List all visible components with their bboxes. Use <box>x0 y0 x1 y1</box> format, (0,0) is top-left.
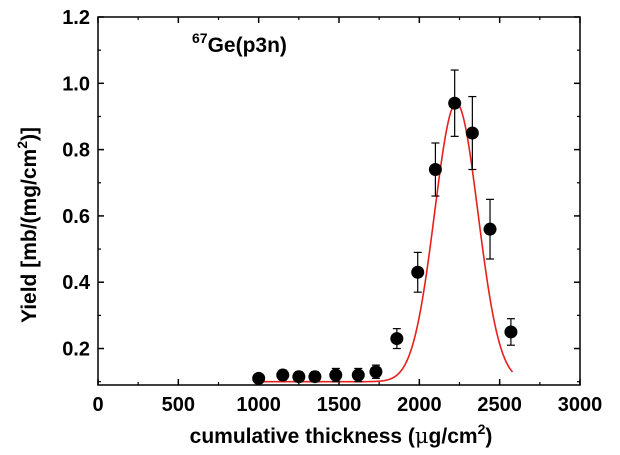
x-tick-label: 1500 <box>317 394 362 416</box>
data-point <box>504 318 518 346</box>
chart-title: 67Ge(p3n) <box>192 30 287 57</box>
fit-curve <box>258 102 514 383</box>
y-axis-label-exp: 2 <box>14 141 30 149</box>
data-point <box>428 142 442 197</box>
data-point <box>369 364 383 379</box>
data-point <box>252 371 266 385</box>
y-tick-label: 1.2 <box>62 7 90 29</box>
data-marker <box>465 126 479 140</box>
y-axis-label-prefix: Yield [mb/(mg/cm <box>18 149 41 323</box>
x-tick-label: 2500 <box>477 394 522 416</box>
data-marker <box>411 265 425 279</box>
data-marker <box>292 370 306 384</box>
y-tick-label: 0.8 <box>62 140 90 162</box>
x-tick-label: 0 <box>92 394 103 416</box>
x-ticks: 0 500 1000 1500 2000 2500 3000 <box>92 17 602 416</box>
x-axis-label-unit: g/cm <box>429 425 478 448</box>
y-tick-label: 0.4 <box>62 272 91 294</box>
data-marker <box>308 370 322 384</box>
data-point <box>483 198 497 260</box>
data-marker <box>276 368 290 382</box>
x-axis-label-prefix: cumulative thickness ( <box>190 425 415 448</box>
data-marker <box>252 371 266 385</box>
data-point <box>390 328 404 350</box>
y-tick-label: 1.0 <box>62 73 90 95</box>
x-tick-label: 500 <box>162 394 195 416</box>
title-text: Ge(p3n) <box>208 34 287 57</box>
data-points <box>252 69 518 385</box>
data-marker <box>448 96 462 110</box>
y-axis-label-suffix: )] <box>18 127 41 141</box>
data-marker <box>351 368 365 382</box>
y-axis-label: Yield [mb/(mg/cm2)] <box>14 127 41 323</box>
x-axis-label: cumulative thickness (μg/cm2) <box>190 421 493 448</box>
data-point <box>465 95 479 171</box>
title-superscript: 67 <box>192 30 208 46</box>
x-tick-label: 3000 <box>558 394 603 416</box>
data-point <box>329 367 343 383</box>
data-marker <box>329 368 343 382</box>
x-axis-label-suffix: ) <box>485 425 492 448</box>
x-axis-label-mu: μ <box>415 424 429 448</box>
data-point <box>411 251 425 293</box>
x-axis-label-exp: 2 <box>478 421 486 437</box>
data-marker <box>369 365 383 379</box>
data-marker <box>390 332 404 346</box>
y-ticks: 0.2 0.4 0.6 0.8 1.0 1.2 <box>62 7 580 383</box>
data-marker <box>428 163 442 177</box>
y-tick-label: 0.6 <box>62 206 90 228</box>
data-point <box>351 367 365 383</box>
x-tick-label: 2000 <box>397 394 442 416</box>
data-point <box>276 368 290 382</box>
data-marker <box>483 222 497 236</box>
data-marker <box>504 325 518 339</box>
y-tick-label: 0.2 <box>62 339 90 361</box>
x-tick-label: 1000 <box>236 394 281 416</box>
data-point <box>448 69 462 137</box>
data-point <box>308 370 322 384</box>
data-point <box>292 370 306 384</box>
